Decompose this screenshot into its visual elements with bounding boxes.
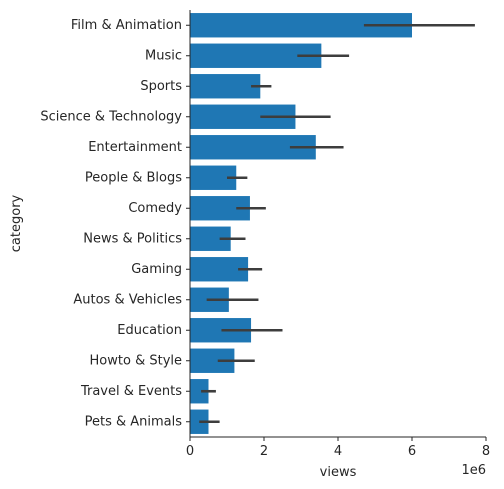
y-axis-title: category	[9, 194, 24, 252]
x-axis-title: views	[320, 465, 357, 480]
x-tick-label: 0	[186, 444, 194, 459]
y-axis-ticks: Film & Animation Music Sports Science & Tec…	[40, 18, 190, 429]
x-axis-offset-label: 1e6	[461, 463, 486, 478]
y-tick-label: Science & Technology	[40, 109, 182, 124]
y-tick-label: Comedy	[128, 201, 182, 216]
y-tick-label: Travel & Events	[80, 384, 182, 399]
y-tick-label: News & Politics	[83, 231, 182, 246]
x-axis-ticks: 0 2 4 6 8	[186, 437, 490, 459]
y-tick-label: Sports	[140, 79, 182, 94]
y-tick-label: Howto & Style	[90, 353, 182, 368]
y-tick-label: People & Blogs	[85, 170, 182, 185]
x-tick-label: 8	[482, 444, 490, 459]
x-tick-label: 4	[334, 444, 342, 459]
x-tick-label: 6	[408, 444, 416, 459]
bar	[190, 379, 209, 404]
y-tick-label: Autos & Vehicles	[73, 292, 182, 307]
y-tick-label: Education	[117, 323, 182, 338]
y-tick-label: Film & Animation	[71, 18, 182, 33]
y-tick-label: Music	[145, 48, 182, 63]
bars-group	[190, 13, 412, 434]
error-bars-group	[199, 23, 475, 424]
y-tick-label: Entertainment	[88, 140, 182, 155]
x-tick-label: 2	[260, 444, 268, 459]
bar	[190, 74, 261, 99]
y-tick-label: Pets & Animals	[85, 414, 183, 429]
y-tick-label: Gaming	[131, 262, 182, 277]
